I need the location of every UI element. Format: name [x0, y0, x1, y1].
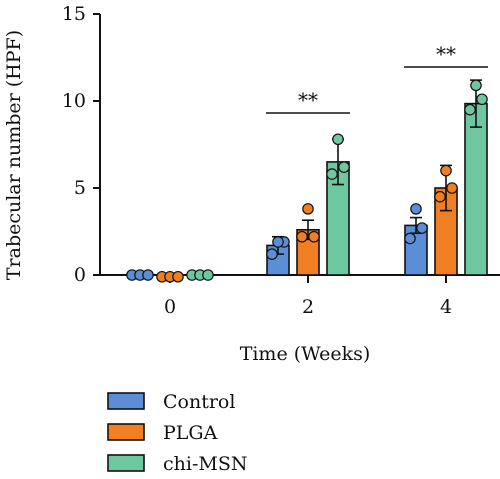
- data-points: [126, 79, 488, 283]
- x-tick-labels: 0 2 4: [164, 296, 452, 318]
- data-point: [470, 79, 482, 92]
- data-point: [308, 230, 320, 243]
- data-point: [332, 133, 344, 146]
- y-tick-label: 10: [62, 90, 86, 112]
- x-axis-title: Time (Weeks): [240, 343, 371, 365]
- significance-label: **: [436, 42, 456, 66]
- legend-item-chi-msn: chi-MSN: [107, 453, 247, 475]
- data-point: [440, 164, 452, 177]
- y-axis: [93, 13, 101, 276]
- legend-swatch: [107, 423, 145, 441]
- data-point: [326, 168, 338, 180]
- data-point: [446, 182, 458, 194]
- significance-annotations: ** **: [266, 42, 488, 114]
- legend: Control PLGA chi-MSN: [107, 391, 247, 475]
- data-point: [410, 203, 422, 215]
- x-tick-label: 2: [302, 296, 314, 318]
- data-point: [172, 270, 184, 283]
- y-tick-label: 0: [74, 264, 86, 286]
- data-point: [464, 103, 476, 116]
- legend-label: chi-MSN: [163, 453, 247, 475]
- data-point: [202, 269, 214, 281]
- legend-swatch: [107, 454, 145, 472]
- data-point: [296, 230, 308, 243]
- legend-label: Control: [163, 391, 235, 413]
- bar-chi-msn-4: [464, 102, 488, 276]
- data-point: [338, 161, 350, 173]
- data-point: [434, 190, 446, 203]
- legend-label: PLGA: [163, 422, 218, 444]
- significance-label: **: [298, 88, 318, 112]
- legend-swatch: [107, 392, 145, 410]
- x-tick-label: 4: [440, 296, 452, 318]
- data-point: [416, 222, 428, 234]
- data-point: [476, 93, 488, 106]
- data-point: [266, 248, 278, 260]
- data-point: [142, 269, 154, 281]
- data-point: [272, 236, 284, 248]
- x-tick-label: 0: [164, 296, 176, 318]
- y-tick-label: 15: [62, 3, 86, 25]
- data-point: [404, 232, 416, 245]
- y-tick-labels: 0 5 10 15: [62, 3, 86, 286]
- bars: [158, 102, 488, 278]
- y-axis-title: Trabecular number (HPF): [3, 30, 25, 280]
- y-tick-label: 5: [74, 177, 86, 199]
- legend-item-control: Control: [107, 391, 235, 413]
- legend-item-plga: PLGA: [107, 422, 218, 444]
- data-point: [302, 203, 314, 215]
